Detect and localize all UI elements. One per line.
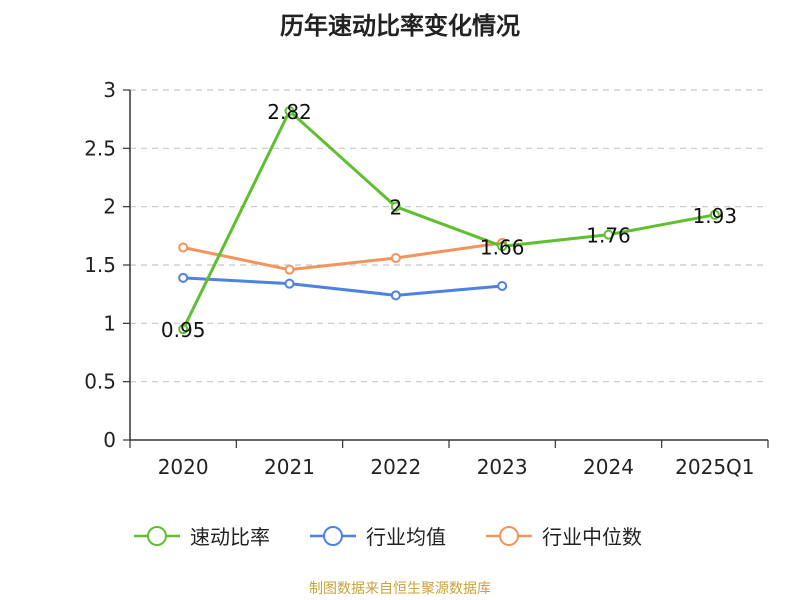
series-line-1 (183, 276, 503, 297)
x-tick-label: 2022 (370, 455, 421, 479)
y-tick-label: 2 (103, 195, 116, 219)
x-tick-label: 2020 (158, 455, 209, 479)
x-tick-label: 2024 (583, 455, 634, 479)
data-point (390, 253, 401, 263)
y-tick-label: 2.5 (84, 136, 116, 160)
data-point (284, 278, 295, 289)
data-label: 1.76 (586, 224, 631, 248)
data-point (178, 242, 189, 253)
data-point (709, 209, 720, 220)
x-tick-label: 2021 (264, 455, 315, 479)
data-point (603, 229, 614, 240)
data-point (284, 264, 295, 275)
data-point (390, 290, 401, 301)
legend-item-2: 行业中位数 (486, 525, 642, 549)
series-line-0 (181, 109, 716, 330)
data-point (178, 324, 189, 335)
data-label: 1.66 (480, 235, 525, 259)
y-tick-label: 1 (103, 311, 116, 335)
series-line-2 (182, 241, 503, 272)
x-tick-label: 2023 (477, 455, 528, 479)
data-point (284, 106, 295, 116)
source-note: 制图数据来自恒生聚源数据库 (309, 581, 491, 597)
legend-label: 行业均值 (366, 525, 446, 549)
legend-item-1: 行业均值 (310, 525, 446, 549)
y-tick-label: 0 (103, 428, 116, 452)
x-tick-label: 2025Q1 (675, 455, 754, 479)
y-tick-label: 3 (103, 78, 116, 102)
data-point (178, 272, 189, 283)
data-label: 1.93 (693, 204, 738, 228)
legend-marker (499, 526, 519, 546)
data-point (497, 241, 508, 252)
legend-marker (323, 526, 343, 546)
data-label: 0.95 (161, 318, 206, 342)
data-point (390, 201, 401, 212)
legend-marker (147, 526, 167, 546)
legend-label: 行业中位数 (542, 525, 642, 549)
y-tick-label: 1.5 (84, 253, 116, 277)
legend-label: 速动比率 (190, 525, 270, 549)
y-tick-label: 0.5 (84, 370, 116, 394)
chart-title: 历年速动比率变化情况 (280, 12, 520, 40)
data-point (497, 281, 508, 291)
legend-item-0: 速动比率 (134, 525, 270, 549)
data-label: 2.82 (267, 100, 312, 124)
data-label: 2 (389, 196, 402, 220)
